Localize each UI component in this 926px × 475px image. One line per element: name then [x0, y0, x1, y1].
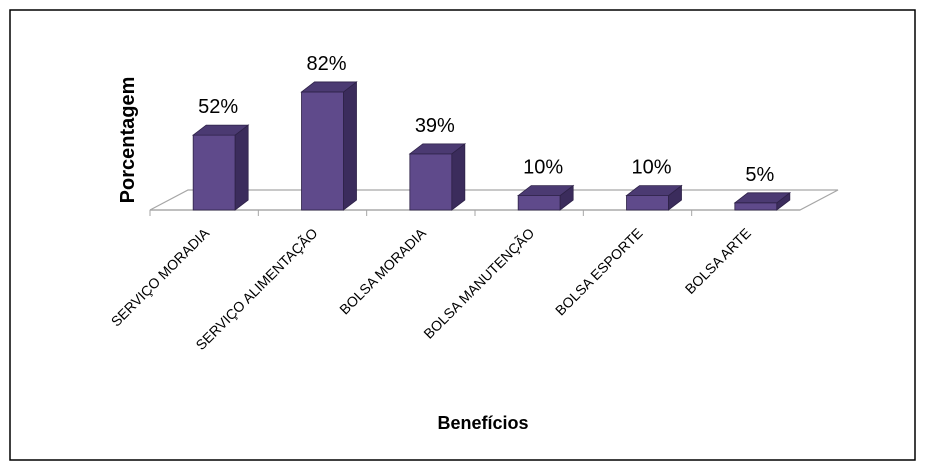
- bar: [625, 184, 683, 211]
- bar-top: [300, 81, 358, 93]
- data-label: 10%: [523, 157, 563, 179]
- x-axis-title: Benefícios: [437, 413, 528, 433]
- bar-top: [625, 185, 683, 197]
- bar-front: [192, 134, 236, 211]
- bar-front: [409, 153, 453, 211]
- bar: [733, 191, 792, 211]
- bar-top: [191, 124, 250, 136]
- bar: [516, 184, 575, 211]
- bars-group: [191, 81, 792, 211]
- data-label: 5%: [745, 164, 774, 186]
- data-label: 82%: [306, 53, 346, 75]
- bar: [300, 81, 358, 211]
- bar: [191, 124, 250, 211]
- data-label: 10%: [631, 157, 671, 179]
- bar-top: [733, 192, 792, 204]
- bar-top: [516, 185, 575, 197]
- bar-front: [626, 195, 669, 211]
- bar-side: [234, 124, 249, 211]
- data-labels-group: 52% 82% 39% 10% 10% 5%: [198, 53, 774, 186]
- chart-floor: [149, 189, 839, 216]
- chart-border: [9, 9, 916, 461]
- bar-side: [451, 143, 466, 211]
- data-label: 52%: [198, 96, 238, 118]
- bar-top: [408, 143, 467, 155]
- bar-front: [301, 91, 344, 211]
- bar-front: [734, 202, 778, 211]
- bar-side: [343, 81, 357, 211]
- y-axis-title: Porcentagem: [117, 77, 139, 204]
- data-label: 39%: [415, 115, 455, 137]
- bar-front: [517, 195, 561, 211]
- bar: [408, 143, 467, 211]
